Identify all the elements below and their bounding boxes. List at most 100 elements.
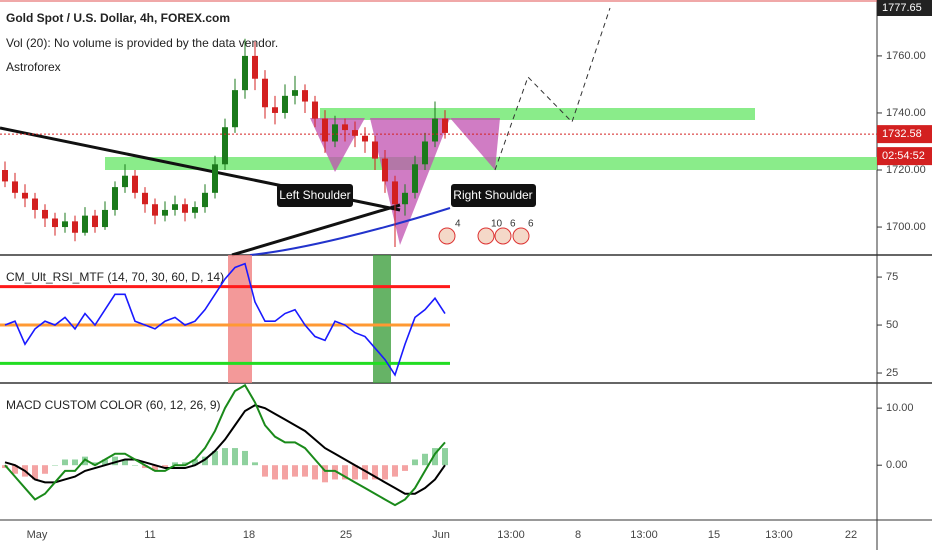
histogram-bar <box>332 465 338 480</box>
histogram-bar <box>72 459 78 466</box>
annotation-box <box>277 184 353 207</box>
candle-body <box>132 175 138 193</box>
candle-body <box>12 181 18 193</box>
candle-body <box>42 209 48 219</box>
candle-body <box>222 127 228 165</box>
histogram-bar <box>32 465 38 480</box>
histogram-bar <box>172 462 178 466</box>
x-tick-label: Jun <box>432 529 450 541</box>
x-tick-label: 13:00 <box>765 529 793 541</box>
histogram-bar <box>232 448 238 466</box>
histogram-bar <box>442 448 448 466</box>
event-icon <box>477 227 495 245</box>
candle-body <box>62 221 68 228</box>
head-shape <box>370 118 450 245</box>
candle-body <box>262 78 268 108</box>
x-tick-label: 25 <box>340 529 352 541</box>
candle-body <box>32 198 38 210</box>
histogram-bar <box>192 459 198 466</box>
histogram-bar <box>112 456 118 466</box>
histogram-bar <box>42 465 48 474</box>
countdown-box <box>877 147 932 166</box>
price-label: 1777.65 <box>882 2 922 14</box>
event-count: 6 <box>528 219 534 230</box>
histogram-bar <box>302 465 308 477</box>
author: Astroforex <box>6 60 61 74</box>
histogram-bar <box>62 459 68 466</box>
x-tick-label: 22 <box>845 529 857 541</box>
x-tick-label: 13:00 <box>497 529 525 541</box>
histogram-bar <box>392 465 398 477</box>
candle-body <box>352 130 358 136</box>
histogram-bar <box>422 453 428 466</box>
histogram-bar <box>122 459 128 466</box>
y-tick-label: 50 <box>886 319 898 331</box>
candle-body <box>272 107 278 113</box>
y-tick-label: 75 <box>886 271 898 283</box>
histogram-bar <box>152 465 158 471</box>
moving-average <box>249 207 451 256</box>
histogram-bar <box>92 462 98 466</box>
histogram-bar <box>252 462 258 466</box>
histogram-bar <box>372 465 378 480</box>
histogram-bar <box>412 459 418 466</box>
candle-body <box>202 192 208 208</box>
histogram-bar <box>262 465 268 477</box>
price-label: 1732.58 <box>882 128 922 140</box>
candle-body <box>242 55 248 91</box>
candle-body <box>432 118 438 142</box>
right-shoulder-shape <box>450 118 500 170</box>
macd-title: MACD CUSTOM COLOR (60, 12, 26, 9) <box>6 398 221 412</box>
x-tick-label: 13:00 <box>630 529 658 541</box>
x-tick-label: 15 <box>708 529 720 541</box>
candle-body <box>362 135 368 142</box>
histogram-bar <box>202 456 208 466</box>
chart-title: Gold Spot / U.S. Dollar, 4h, FOREX.com <box>6 11 230 25</box>
y-tick-label: 1740.00 <box>886 107 926 119</box>
histogram-bar <box>52 465 58 466</box>
candle-body <box>292 90 298 96</box>
candle-body <box>332 124 338 142</box>
candle-body <box>302 90 308 102</box>
y-tick-label: 10.00 <box>886 402 914 414</box>
candle-body <box>342 124 348 131</box>
candle-body <box>402 192 408 205</box>
event-count: 4 <box>455 219 461 230</box>
histogram-bar <box>272 465 278 480</box>
candle-body <box>282 95 288 113</box>
trend-line <box>231 203 401 257</box>
x-tick-label: 8 <box>575 529 581 541</box>
histogram-bar <box>242 450 248 466</box>
annotation-box <box>451 184 536 207</box>
candle-body <box>2 170 8 182</box>
candle-body <box>142 192 148 205</box>
annotation: Right Shoulder <box>453 188 532 202</box>
event-count: 6 <box>510 219 516 230</box>
annotation: Left Shoulder <box>279 188 350 202</box>
countdown: 02:54:52 <box>882 150 925 162</box>
candle-body <box>232 90 238 128</box>
histogram-bar <box>362 465 368 480</box>
candle-body <box>122 175 128 188</box>
histogram-bar <box>432 448 438 466</box>
candle-body <box>162 209 168 216</box>
event-count: 10 <box>491 219 503 230</box>
histogram-bar <box>162 465 168 469</box>
candle-body <box>182 204 188 213</box>
histogram-bar <box>282 465 288 480</box>
candle-body <box>72 221 78 233</box>
volume-note: Vol (20): No volume is provided by the d… <box>6 36 278 50</box>
histogram-bar <box>182 462 188 466</box>
y-tick-label: 1700.00 <box>886 221 926 233</box>
candle-body <box>22 192 28 199</box>
x-tick-label: May <box>27 529 48 541</box>
y-tick-label: 1760.00 <box>886 50 926 62</box>
event-icon <box>494 227 512 245</box>
y-tick-label: 1720.00 <box>886 164 926 176</box>
histogram-bar <box>132 465 138 466</box>
macd-line <box>4 383 446 507</box>
candle-body <box>312 101 318 119</box>
histogram-bar <box>342 465 348 480</box>
